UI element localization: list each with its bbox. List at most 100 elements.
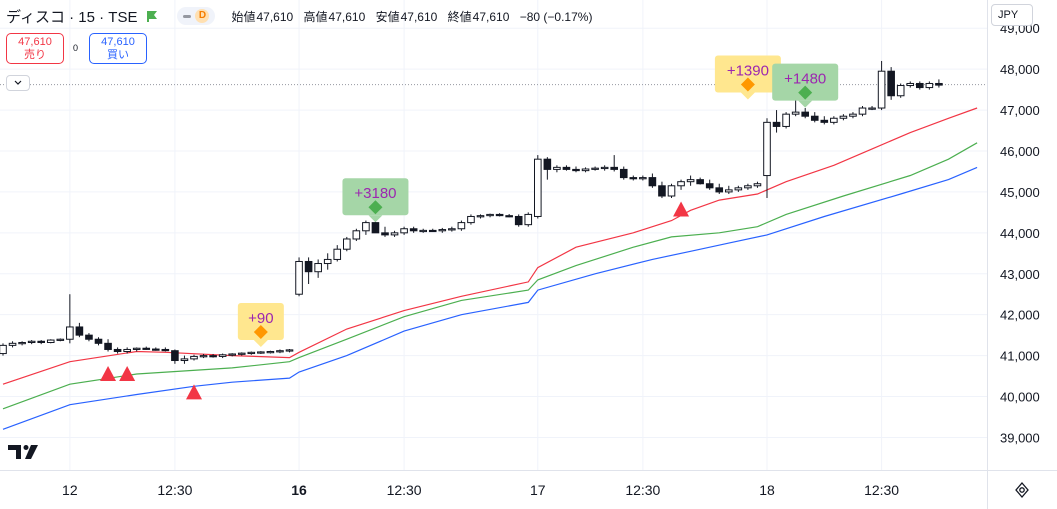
candle-body	[639, 177, 647, 180]
candle-body	[763, 121, 771, 177]
candle-body	[352, 230, 361, 240]
candle-body	[686, 179, 695, 183]
trade-diamond	[253, 325, 268, 340]
candle-body	[142, 347, 151, 350]
candle-body	[782, 113, 790, 127]
candle-body	[228, 353, 236, 356]
candle-body	[629, 177, 638, 180]
candle-body	[237, 352, 246, 355]
candle-body	[295, 260, 303, 295]
candle-body	[562, 166, 571, 170]
candle-body	[600, 166, 609, 170]
open-value: 47,610	[256, 9, 294, 24]
candle-body	[190, 355, 198, 360]
currency-button[interactable]: JPY	[991, 4, 1033, 26]
candle-body	[448, 228, 456, 231]
flag-icon[interactable]	[147, 10, 158, 22]
candle-body	[591, 167, 599, 170]
candle-body	[209, 355, 217, 358]
ema-slow-line	[2, 166, 978, 430]
candle-body	[820, 119, 829, 123]
candle-body	[218, 354, 227, 357]
time-axis-label: 12:30	[864, 482, 899, 498]
candle-body	[658, 185, 666, 197]
candle-body	[152, 348, 160, 351]
candle-body	[935, 82, 943, 86]
candle-body	[514, 215, 523, 226]
settings-icon[interactable]	[1013, 481, 1031, 499]
close-label: 終値	[447, 9, 472, 24]
candle-body	[247, 351, 256, 355]
candle-body	[524, 213, 533, 226]
high-label: 高値	[303, 9, 328, 24]
candle-body	[304, 260, 313, 273]
candle-body	[715, 187, 724, 193]
candle-body	[381, 232, 389, 236]
open-label: 始値	[231, 9, 256, 24]
candle-body	[486, 213, 494, 217]
candle-body	[896, 85, 905, 97]
candle-body	[705, 183, 714, 189]
buy-price: 47,610	[101, 36, 135, 48]
change-value: −80 (−0.17%)	[519, 9, 593, 24]
price-axis-label: 45,000	[1000, 185, 1040, 200]
candle-body	[801, 111, 810, 117]
candle-body	[916, 82, 924, 89]
candle-body	[858, 107, 867, 115]
candle-body	[199, 355, 208, 358]
price-axis-label: 39,000	[1000, 430, 1040, 445]
sell-button[interactable]: 47,610 売り	[6, 33, 64, 64]
time-axis-label: 12:30	[625, 482, 660, 498]
buy-signal-triangle	[673, 201, 690, 217]
delay-badge: D	[195, 9, 210, 23]
candle-body	[725, 189, 733, 193]
candle-body	[791, 111, 800, 115]
candle-body	[266, 351, 275, 354]
buy-label: 買い	[107, 49, 129, 61]
chevron-down-icon	[14, 80, 22, 85]
trade-label-pointer	[253, 340, 268, 348]
candle-body	[925, 82, 934, 89]
buy-button[interactable]: 47,610 買い	[89, 33, 147, 64]
buy-signal-triangle	[100, 366, 117, 382]
price-axis-label: 42,000	[1000, 308, 1040, 323]
trade-label-text: +3180	[354, 185, 396, 202]
sell-price: 47,610	[18, 36, 52, 48]
visibility-pill[interactable]: D	[177, 7, 216, 25]
spread-value: 0	[73, 43, 79, 53]
low-value: 47,610	[400, 9, 438, 24]
collapse-button[interactable]	[6, 75, 30, 91]
candle-body	[390, 232, 399, 236]
trade-label-box	[237, 303, 284, 341]
minus-icon	[183, 14, 192, 18]
candle-body	[648, 177, 657, 187]
candle-body	[744, 185, 752, 189]
symbol-title[interactable]: ディスコ · 15 · TSE	[6, 8, 138, 26]
candle-body	[113, 348, 122, 353]
tradingview-logo-icon	[8, 445, 38, 459]
price-axis-label: 43,000	[1000, 267, 1040, 282]
candle-body	[180, 358, 189, 362]
candle-body	[46, 339, 55, 344]
trade-diamond	[740, 77, 755, 92]
candle-body	[171, 350, 179, 362]
candle-body	[257, 351, 265, 354]
time-axis-label: 17	[530, 482, 546, 498]
sell-label: 売り	[24, 49, 46, 61]
high-value: 47,610	[328, 9, 366, 24]
candle-body	[839, 115, 848, 119]
buy-signal-triangle	[186, 384, 202, 400]
ema-mid-line	[2, 142, 978, 410]
candle-body	[123, 348, 131, 353]
candle-body	[18, 342, 26, 345]
candle-body	[830, 117, 838, 123]
candle-body	[419, 229, 427, 233]
trade-diamond	[368, 200, 383, 215]
candle-body	[0, 344, 7, 355]
candle-body	[476, 215, 485, 218]
candle-body	[543, 158, 552, 170]
candle-body	[906, 82, 915, 87]
ohlc-values: 始値47,610 高値47,610 安値47,610 終値47,610 −80 …	[231, 8, 599, 25]
ema-fast-line	[2, 107, 978, 385]
